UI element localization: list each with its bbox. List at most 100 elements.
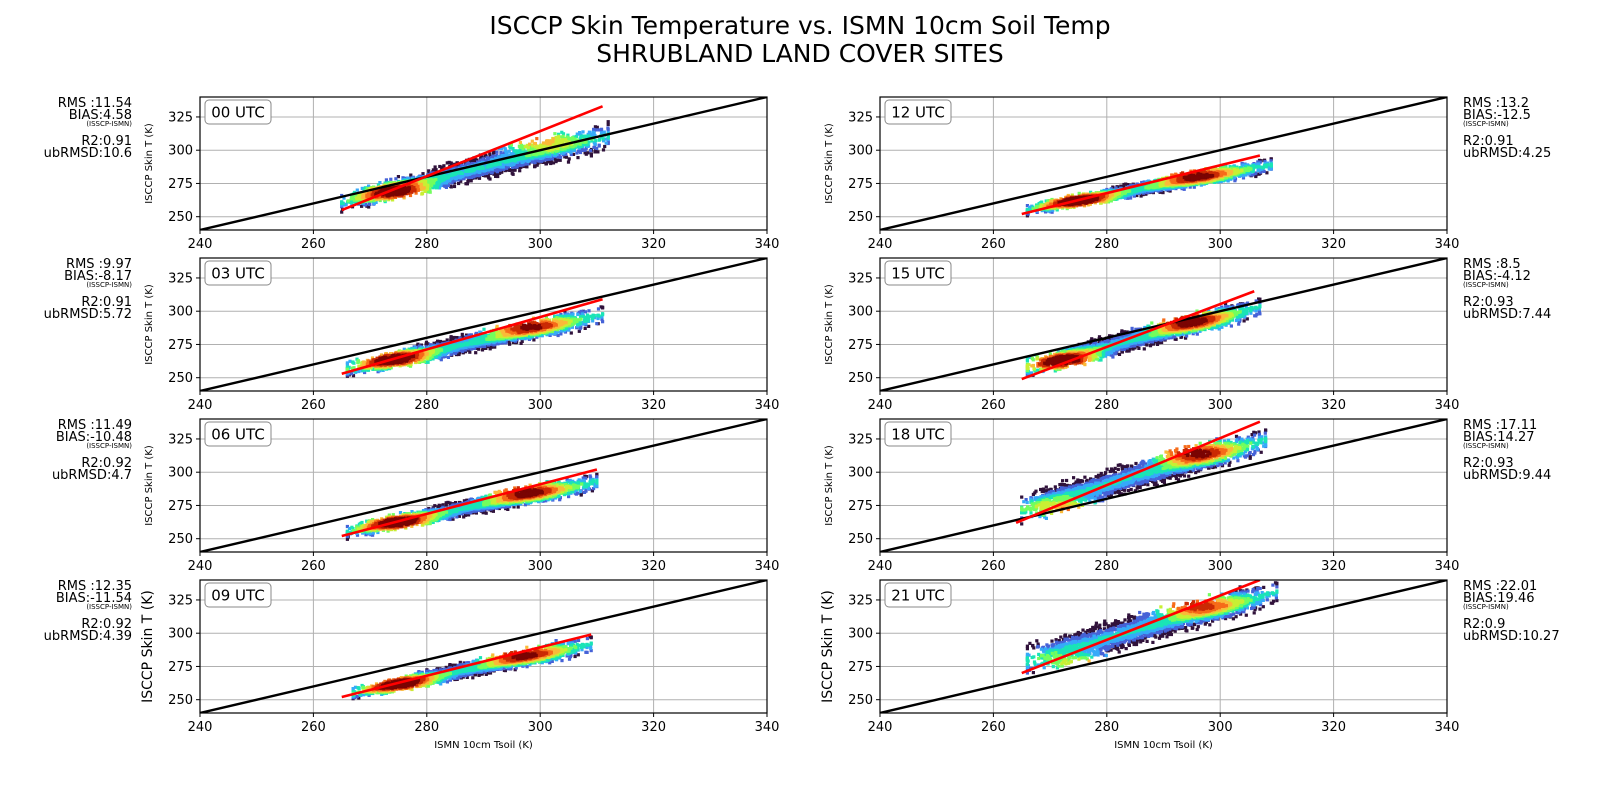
scatter-point [452, 335, 456, 340]
scatter-point [505, 159, 509, 163]
scatter-point [525, 165, 529, 169]
scatter-point [523, 154, 527, 158]
scatter-point [511, 165, 515, 169]
scatter-point [539, 156, 543, 160]
scatter-point [487, 335, 491, 339]
scatter-point [547, 160, 551, 164]
x-tick-label: 340 [755, 237, 780, 252]
scatter-point [606, 141, 610, 145]
scatter-point [579, 325, 583, 329]
scatter-point [399, 186, 403, 190]
scatter-point [402, 196, 406, 200]
scatter-point [360, 204, 364, 208]
scatter-point [487, 158, 492, 162]
scatter-point [600, 317, 604, 321]
scatter-point [465, 169, 469, 173]
scatter-point [360, 361, 364, 365]
scatter-point [350, 202, 354, 207]
scatter-point [385, 354, 390, 358]
scatter-point [443, 183, 447, 187]
scatter-point [494, 156, 498, 160]
scatter-point [381, 189, 385, 193]
scatter-point [556, 137, 561, 141]
panel-label: 00 UTC [204, 99, 272, 125]
scatter-point [511, 340, 515, 344]
scatter-point [480, 344, 484, 348]
scatter-point [351, 200, 355, 204]
scatter-point [561, 132, 566, 136]
scatter-point [394, 177, 398, 181]
scatter-point [363, 186, 367, 190]
scatter-point [586, 151, 590, 155]
scatter-point [569, 139, 573, 143]
scatter-point [545, 154, 550, 158]
scatter-point [344, 202, 348, 206]
scatter-point [350, 372, 354, 376]
scatter-point [439, 184, 443, 188]
scatter-point [583, 326, 587, 330]
scatter-point [396, 175, 400, 179]
scatter-point [488, 152, 492, 156]
scatter-point [573, 319, 577, 323]
scatter-point [401, 176, 405, 180]
scatter-point [547, 318, 551, 322]
scatter-point [596, 314, 600, 318]
scatter-point [447, 174, 451, 178]
scatter-point [495, 324, 499, 328]
scatter-point [522, 144, 526, 148]
chart-title: ISCCP Skin Temperature vs. ISMN 10cm Soi… [0, 12, 1600, 40]
scatter-point [351, 195, 355, 199]
scatter-point [370, 193, 374, 197]
scatter-point [461, 335, 465, 339]
scatter-point [545, 141, 549, 145]
scatter-point [603, 144, 607, 149]
scatter-point [581, 142, 586, 146]
scatter-point [489, 344, 493, 348]
scatter-point [489, 336, 493, 340]
scatter-point [496, 161, 500, 165]
scatter-point [494, 174, 498, 178]
scatter-point [475, 346, 480, 350]
scatter-point [579, 309, 583, 313]
scatter-point [597, 143, 601, 147]
scatter-point [541, 141, 545, 145]
scatter-point [559, 312, 563, 317]
scatter-point [433, 165, 437, 169]
scatter-point [553, 157, 557, 161]
scatter-point [518, 169, 522, 173]
scatter-point [496, 334, 500, 338]
scatter-point [562, 327, 566, 331]
scatter-point [544, 162, 548, 166]
scatter-point [488, 164, 492, 168]
scatter-point [348, 359, 352, 363]
scatter-point [541, 143, 546, 148]
scatter-point [597, 128, 601, 132]
y-tick-label: 250 [168, 210, 193, 225]
scatter-point [350, 366, 354, 370]
scatter-point [413, 189, 417, 193]
scatter-point [510, 327, 514, 331]
plot-frame [199, 96, 768, 231]
scatter-point [558, 158, 562, 162]
scatter-point [559, 147, 563, 151]
scatter-point [524, 150, 528, 154]
scatter-point [599, 128, 604, 132]
scatter-point [580, 147, 584, 152]
scatter-point [358, 196, 362, 200]
scatter-point [591, 315, 596, 319]
scatter-point [565, 137, 570, 141]
scatter-point [525, 154, 529, 158]
scatter-point [407, 184, 411, 188]
scatter-point [460, 173, 465, 177]
scatter-point [530, 139, 534, 143]
scatter-point [466, 179, 470, 183]
scatter-point [473, 165, 477, 169]
scatter-point [560, 329, 564, 333]
scatter-point [469, 179, 473, 183]
scatter-point [554, 137, 558, 141]
scatter-point [347, 365, 351, 369]
scatter-point [428, 356, 432, 360]
scatter-point [368, 190, 372, 194]
scatter-point [433, 351, 438, 355]
